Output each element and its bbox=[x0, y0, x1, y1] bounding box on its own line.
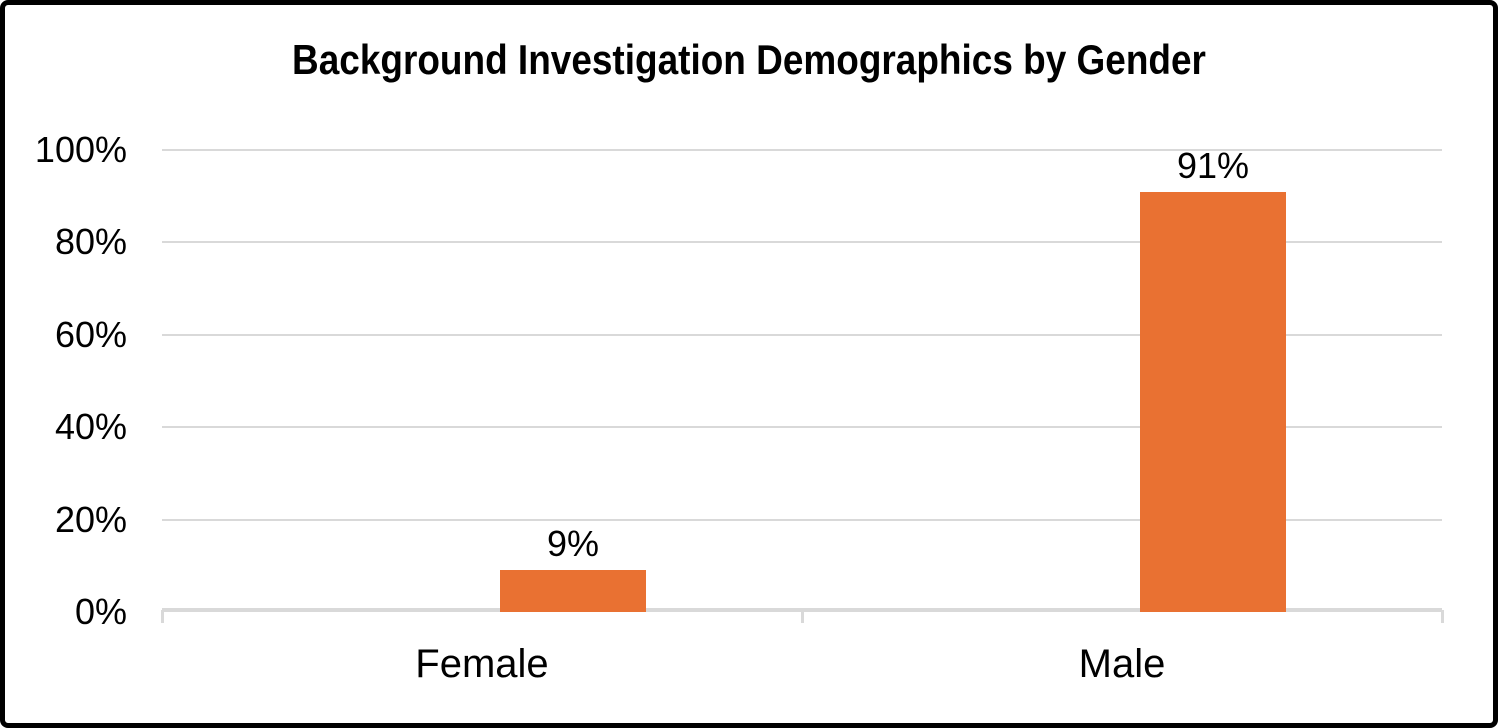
chart-title: Background Investigation Demographics by… bbox=[292, 36, 1206, 83]
x-axis-category-label: Male bbox=[1078, 642, 1166, 686]
y-axis-tick-label: 60% bbox=[54, 313, 127, 355]
y-axis-tick-label: 20% bbox=[54, 498, 127, 540]
y-axis-tick-label: 100% bbox=[34, 129, 127, 170]
y-axis-tick-label: 80% bbox=[54, 221, 127, 263]
gridline-20 bbox=[162, 518, 1442, 521]
gridline-40 bbox=[162, 426, 1442, 429]
data-label-male: 91% bbox=[1176, 145, 1250, 186]
x-axis-category-label: Female bbox=[415, 642, 549, 686]
gridline-60 bbox=[162, 333, 1442, 336]
bar-male bbox=[1140, 192, 1286, 612]
x-axis-tick bbox=[160, 610, 164, 623]
x-axis-tick bbox=[800, 610, 804, 623]
data-label-female: 9% bbox=[546, 523, 600, 564]
x-axis-tick bbox=[1440, 610, 1444, 623]
gridline-100 bbox=[162, 149, 1442, 151]
bar-female bbox=[500, 570, 646, 612]
y-axis-tick-label: 40% bbox=[54, 406, 127, 448]
y-axis-tick-label: 0% bbox=[74, 591, 127, 632]
gridline-80 bbox=[162, 241, 1442, 244]
